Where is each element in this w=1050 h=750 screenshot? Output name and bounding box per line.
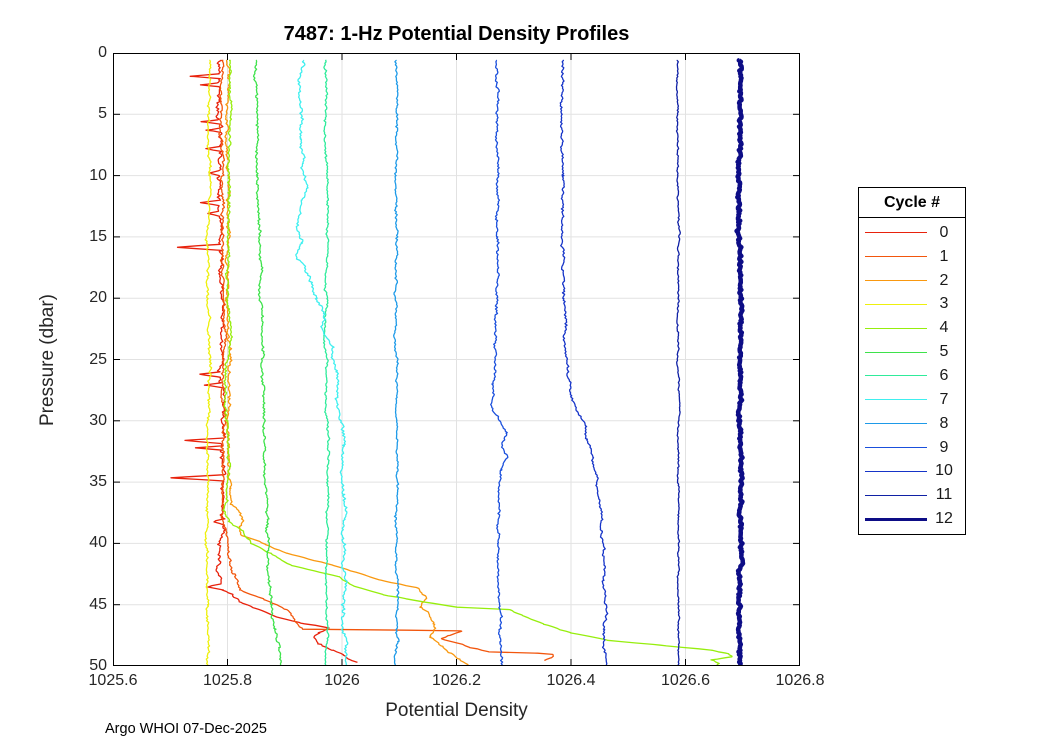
plot-area <box>113 53 800 666</box>
x-tick-label: 1026 <box>324 672 360 689</box>
legend-entry-cycle-7: 7 <box>859 388 965 411</box>
legend-entry-cycle-12: 12 <box>859 508 965 531</box>
legend-entry-cycle-2: 2 <box>859 269 965 292</box>
x-tick-label: 1026.6 <box>661 672 710 689</box>
x-tick-label: 1025.6 <box>88 672 138 689</box>
legend-line-swatch <box>865 470 927 472</box>
legend-line-swatch <box>865 303 927 305</box>
legend-entry-cycle-11: 11 <box>859 484 965 507</box>
profile-line-cycle-1 <box>218 59 554 662</box>
legend-entry-label: 1 <box>939 247 949 265</box>
y-tick-label: 15 <box>89 227 107 245</box>
profile-line-cycle-9 <box>490 59 509 666</box>
x-tick-label: 1026.2 <box>432 672 481 689</box>
legend-entry-cycle-9: 9 <box>859 436 965 459</box>
legend-entry-cycle-6: 6 <box>859 364 965 387</box>
legend: Cycle # 0 1 2 3 4 5 6 7 8 9 10 11 12 <box>858 187 966 535</box>
legend-line-swatch <box>865 375 927 377</box>
y-tick-label: 10 <box>89 166 107 184</box>
profile-line-cycle-7 <box>295 59 349 666</box>
legend-entry-label: 12 <box>935 510 953 528</box>
y-tick-label: 30 <box>89 411 107 429</box>
legend-title: Cycle # <box>859 188 965 218</box>
legend-line-swatch <box>865 256 927 258</box>
legend-entry-label: 10 <box>935 462 953 480</box>
profile-line-cycle-8 <box>393 59 400 666</box>
legend-line-swatch <box>865 494 927 496</box>
y-tick-label: 35 <box>89 473 107 491</box>
legend-entry-label: 8 <box>939 414 949 432</box>
legend-entry-cycle-0: 0 <box>859 221 965 244</box>
plot-border <box>113 53 800 666</box>
y-tick-label: 0 <box>98 44 107 61</box>
legend-entry-cycle-5: 5 <box>859 341 965 364</box>
legend-entry-label: 4 <box>939 319 949 337</box>
legend-entry-cycle-3: 3 <box>859 293 965 316</box>
legend-line-swatch <box>865 423 927 425</box>
profile-plot-svg <box>113 53 800 666</box>
x-axis-label: Potential Density <box>385 700 528 721</box>
legend-line-swatch <box>865 232 927 234</box>
legend-entry-label: 3 <box>939 295 949 313</box>
annotation-text: Argo WHOI 07-Dec-2025 <box>105 721 267 737</box>
y-tick-label: 40 <box>89 534 107 552</box>
gridlines <box>113 53 800 666</box>
legend-body: 0 1 2 3 4 5 6 7 8 9 10 11 12 <box>859 218 965 534</box>
tick-marks <box>113 53 800 666</box>
legend-entry-label: 6 <box>939 366 949 384</box>
legend-line-swatch <box>865 327 927 329</box>
x-tick-label: 1025.8 <box>203 672 252 689</box>
legend-entry-cycle-1: 1 <box>859 245 965 268</box>
y-tick-label: 45 <box>89 595 107 613</box>
y-tick-label: 5 <box>98 105 107 123</box>
legend-entry-label: 2 <box>939 271 949 289</box>
y-tick-label: 50 <box>89 657 107 674</box>
profile-line-cycle-4 <box>222 59 733 666</box>
legend-entry-label: 9 <box>939 438 949 456</box>
profile-line-cycle-0 <box>170 59 358 663</box>
profile-line-cycle-12 <box>734 58 746 666</box>
y-tick-label: 20 <box>89 289 107 307</box>
legend-line-swatch <box>865 399 927 401</box>
legend-entry-label: 11 <box>935 486 953 504</box>
legend-line-swatch <box>865 517 927 521</box>
profile-line-cycle-11 <box>675 59 681 666</box>
y-axis-label: Pressure (dbar) <box>37 294 58 426</box>
legend-line-swatch <box>865 351 927 353</box>
legend-entry-cycle-10: 10 <box>859 460 965 483</box>
profile-line-cycle-6 <box>322 59 331 666</box>
profile-line-cycle-5 <box>252 59 282 666</box>
legend-entry-cycle-4: 4 <box>859 317 965 340</box>
legend-line-swatch <box>865 447 927 449</box>
x-tick-label: 1026.8 <box>775 672 825 689</box>
plot-title: 7487: 1-Hz Potential Density Profiles <box>283 23 630 45</box>
legend-line-swatch <box>865 280 927 282</box>
profile-lines <box>170 58 746 666</box>
profile-line-cycle-10 <box>559 59 609 666</box>
profile-line-cycle-3 <box>204 59 213 666</box>
legend-entry-label: 7 <box>939 390 949 408</box>
legend-entry-label: 0 <box>939 223 949 241</box>
legend-entry-label: 5 <box>939 343 949 361</box>
x-tick-label: 1026.4 <box>546 672 596 689</box>
legend-entry-cycle-8: 8 <box>859 412 965 435</box>
y-tick-label: 25 <box>89 350 107 368</box>
